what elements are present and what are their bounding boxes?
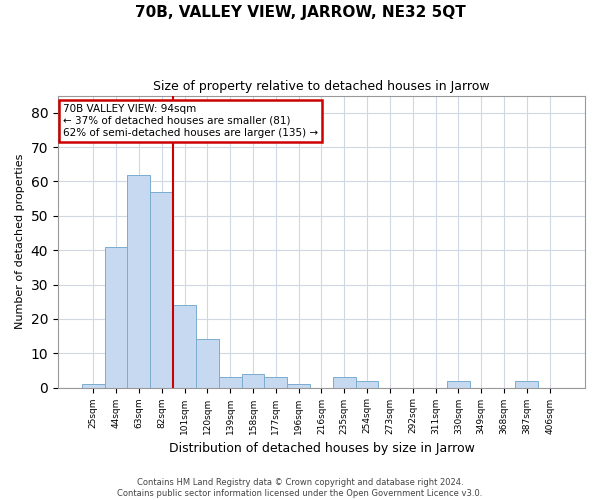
Bar [196,340,219,388]
Bar [287,384,310,388]
Bar [219,378,242,388]
Bar [265,378,287,388]
Bar [333,378,356,388]
Bar [242,374,265,388]
Text: Contains HM Land Registry data © Crown copyright and database right 2024.
Contai: Contains HM Land Registry data © Crown c… [118,478,482,498]
Bar [151,192,173,388]
Bar [82,384,104,388]
Bar [356,380,379,388]
Bar [447,380,470,388]
Bar [104,246,127,388]
Bar [173,305,196,388]
X-axis label: Distribution of detached houses by size in Jarrow: Distribution of detached houses by size … [169,442,475,455]
Bar [127,174,151,388]
Y-axis label: Number of detached properties: Number of detached properties [15,154,25,329]
Title: Size of property relative to detached houses in Jarrow: Size of property relative to detached ho… [153,80,490,93]
Bar [515,380,538,388]
Text: 70B, VALLEY VIEW, JARROW, NE32 5QT: 70B, VALLEY VIEW, JARROW, NE32 5QT [134,5,466,20]
Text: 70B VALLEY VIEW: 94sqm
← 37% of detached houses are smaller (81)
62% of semi-det: 70B VALLEY VIEW: 94sqm ← 37% of detached… [63,104,318,138]
